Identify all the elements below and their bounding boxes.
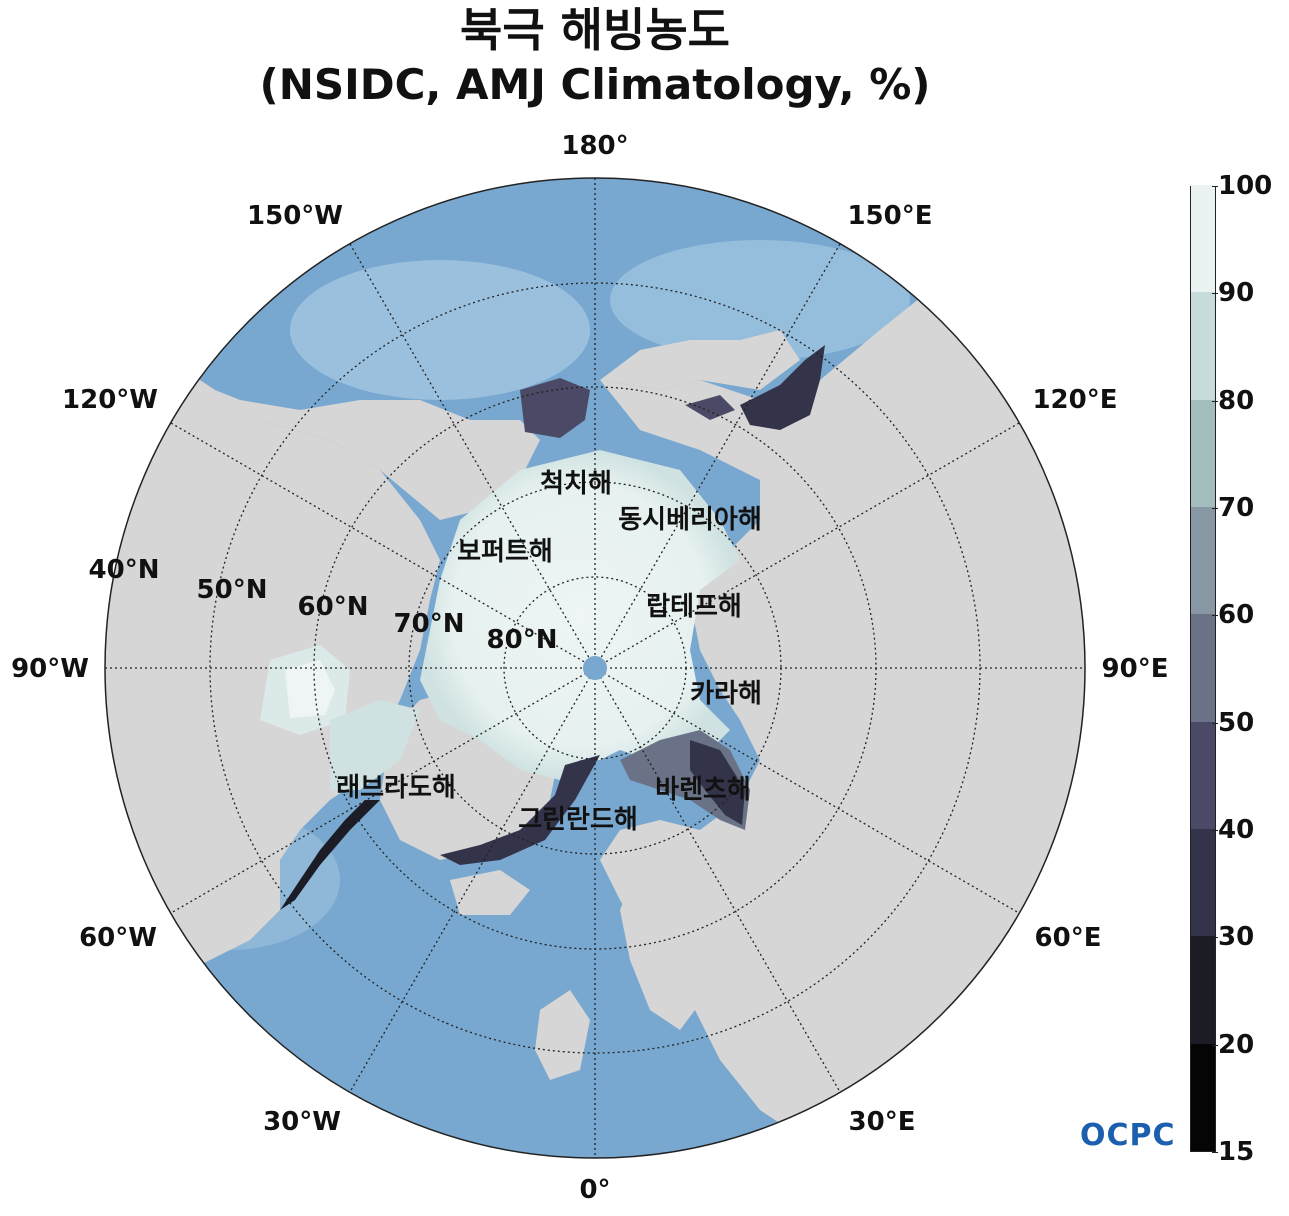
land-eurasia xyxy=(600,290,1085,1150)
colorbar-tick-label: 90 xyxy=(1211,278,1255,309)
lon-label-30w: 30°W xyxy=(263,1107,341,1137)
colorbar-tick-label: 80 xyxy=(1211,385,1255,416)
lon-label-150e: 150°E xyxy=(847,201,932,231)
sea-ice-greenland-edge xyxy=(440,755,600,865)
map-title: 북극 해빙농도 (NSIDC, AMJ Climatology, %) xyxy=(0,2,1190,112)
title-line-1: 북극 해빙농도 xyxy=(460,3,730,57)
sea-ice-central xyxy=(420,450,740,780)
lat-label-60: 60°N xyxy=(298,592,369,622)
sea-ice-baffin xyxy=(330,700,420,790)
sea-label-beaufort: 보퍼트해 xyxy=(457,537,553,567)
lon-label-120w: 120°W xyxy=(62,385,158,415)
sea-label-labrador: 래브라도해 xyxy=(336,773,456,803)
land-north-america xyxy=(105,360,440,1000)
sea-label-laptev: 랍테프해 xyxy=(646,592,742,622)
lon-label-0: 0° xyxy=(579,1175,610,1205)
pole-hole xyxy=(583,656,607,680)
sea-ice-okhotsk-2 xyxy=(685,395,735,420)
lon-label-30e: 30°E xyxy=(849,1107,916,1137)
lon-label-90w: 90°W xyxy=(11,654,89,684)
colorbar-segment xyxy=(1191,1043,1215,1151)
colorbar-tick-label: 15 xyxy=(1211,1137,1255,1167)
lat-label-70: 70°N xyxy=(394,609,465,639)
sea-label-chukchi: 척치해 xyxy=(540,469,612,499)
lon-label-120e: 120°E xyxy=(1032,385,1117,415)
colorbar-tick-label: 20 xyxy=(1211,1029,1255,1060)
graticule-parallels xyxy=(209,282,981,1054)
colorbar xyxy=(1190,184,1216,1152)
polar-map: 180° 150°W 150°E 120°W 120°E 90°W 90°E 6… xyxy=(11,131,1168,1205)
colorbar-tick-label: 40 xyxy=(1211,815,1255,845)
land-chukotka xyxy=(600,330,800,390)
sea-label-east-siberian: 동시베리아해 xyxy=(618,505,762,535)
shelf-area xyxy=(610,240,910,360)
land-british-isles xyxy=(535,990,590,1080)
colorbar-segment xyxy=(1191,399,1215,507)
sea-ice-labrador-edge xyxy=(280,800,380,910)
land-alaska xyxy=(190,380,540,520)
sea-label-greenland: 그린란드해 xyxy=(518,805,638,835)
colorbar-segment xyxy=(1191,184,1215,293)
title-line-2: (NSIDC, AMJ Climatology, %) xyxy=(259,60,931,109)
land-scandinavia xyxy=(620,860,720,1030)
colorbar-tick-label: 70 xyxy=(1211,493,1255,523)
sea-ice-barents-dark xyxy=(690,740,745,825)
shelf-area xyxy=(290,260,590,400)
lat-label-50: 50°N xyxy=(197,575,268,605)
lon-label-180: 180° xyxy=(561,131,628,161)
lon-label-60e: 60°E xyxy=(1035,923,1102,953)
colorbar-segment xyxy=(1191,935,1215,1044)
lon-label-90e: 90°E xyxy=(1102,654,1169,684)
colorbar-tick-label: 30 xyxy=(1211,922,1255,953)
lon-label-150w: 150°W xyxy=(247,201,343,231)
map-boundary xyxy=(104,177,1086,1159)
lat-label-40: 40°N xyxy=(89,555,160,585)
colorbar-tick-label: 50 xyxy=(1211,707,1255,738)
longitude-labels: 180° 150°W 150°E 120°W 120°E 90°W 90°E 6… xyxy=(11,131,1168,1205)
sea-ice-okhotsk xyxy=(740,345,825,430)
lon-label-60w: 60°W xyxy=(79,923,157,953)
colorbar-tick-label: 60 xyxy=(1211,600,1255,631)
sea-ice-hudson-core xyxy=(285,660,335,718)
colorbar-segment xyxy=(1191,828,1215,937)
lat-label-80: 80°N xyxy=(487,625,558,655)
colorbar-segment xyxy=(1191,291,1215,400)
sea-label-kara: 카라해 xyxy=(690,679,762,709)
ocpc-logo: OCPC xyxy=(1080,1118,1176,1153)
colorbar-segment xyxy=(1191,613,1215,722)
colorbar-segment xyxy=(1191,721,1215,829)
land-iceland xyxy=(450,870,530,915)
sea-labels: 척치해 동시베리아해 보퍼트해 랍테프해 카라해 바렌츠해 래브라도해 그린란드… xyxy=(336,469,762,835)
colorbar-segment xyxy=(1191,506,1215,615)
latitude-labels: 40°N 50°N 60°N 70°N 80°N xyxy=(89,555,558,655)
colorbar-tick-label: 100 xyxy=(1211,171,1273,201)
sea-label-barents: 바렌츠해 xyxy=(655,775,751,805)
